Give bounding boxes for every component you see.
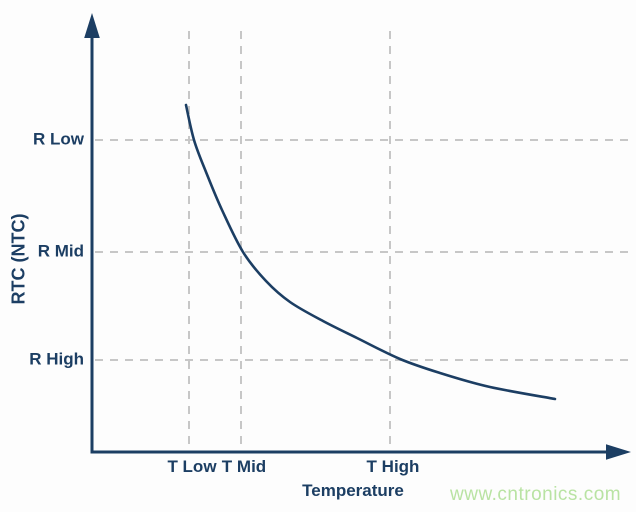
y-axis-arrowhead <box>84 13 100 38</box>
x-tick-label-t-low: T Low <box>167 457 217 476</box>
axes <box>84 13 631 460</box>
y-tick-label-r-high: R High <box>29 349 84 369</box>
x-tick-label-t-high: T High <box>366 457 420 476</box>
x-axis-arrowhead <box>606 444 631 460</box>
ntc-curve <box>184 103 557 401</box>
y-tick-label-r-mid: R Mid <box>37 241 84 261</box>
watermark-text: www.cntronics.com <box>450 484 622 505</box>
gridlines <box>95 31 628 449</box>
x-axis-title: Temperature <box>302 481 404 500</box>
y-tick-label-r-low: R Low <box>33 129 84 149</box>
x-tick-label-t-mid: T Mid <box>221 457 267 476</box>
y-axis-title: RTC (NTC) <box>8 213 29 305</box>
